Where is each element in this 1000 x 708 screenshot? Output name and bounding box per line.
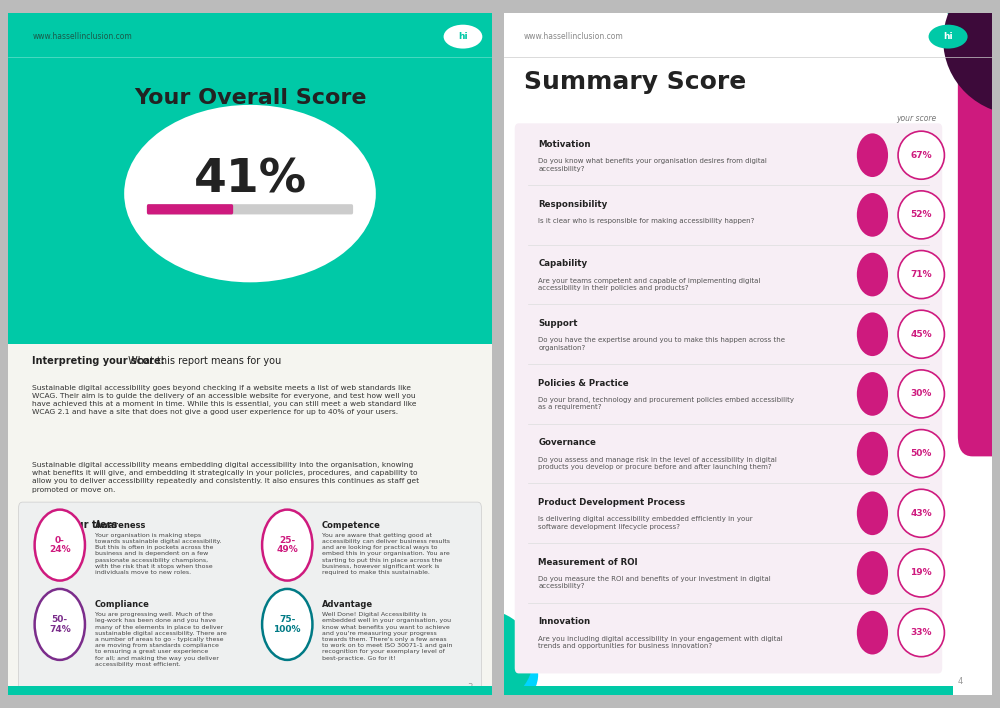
Circle shape	[262, 510, 312, 581]
Text: Innovation: Innovation	[538, 617, 590, 627]
Ellipse shape	[898, 609, 944, 657]
Text: The four tiers: The four tiers	[42, 520, 117, 530]
Text: Governance: Governance	[538, 438, 596, 447]
Text: Do you assess and manage risk in the level of accessibility in digital
products : Do you assess and manage risk in the lev…	[538, 457, 777, 470]
Text: You are aware that getting good at
accessibility can deliver business results
an: You are aware that getting good at acces…	[322, 533, 450, 575]
Text: www.hassellinclusion.com: www.hassellinclusion.com	[32, 32, 132, 41]
Text: Do you measure the ROI and benefits of your investment in digital
accessibility?: Do you measure the ROI and benefits of y…	[538, 576, 771, 590]
Text: 41%: 41%	[193, 157, 307, 202]
Ellipse shape	[460, 641, 538, 708]
FancyBboxPatch shape	[504, 13, 992, 695]
Text: Motivation: Motivation	[538, 140, 591, 149]
FancyBboxPatch shape	[515, 123, 942, 673]
Text: 67%: 67%	[910, 151, 932, 160]
Ellipse shape	[929, 25, 968, 49]
Text: Advantage: Advantage	[322, 600, 373, 609]
Circle shape	[857, 611, 888, 654]
Text: 0-
24%: 0- 24%	[49, 536, 71, 554]
Text: 25-
49%: 25- 49%	[276, 536, 298, 554]
Ellipse shape	[436, 610, 533, 705]
Circle shape	[857, 312, 888, 356]
Text: Is it clear who is responsible for making accessibility happen?: Is it clear who is responsible for makin…	[538, 218, 755, 224]
Text: Product Development Process: Product Development Process	[538, 498, 685, 507]
Circle shape	[857, 491, 888, 535]
Ellipse shape	[938, 0, 1000, 67]
Text: You are progressing well. Much of the
leg-work has been done and you have
many o: You are progressing well. Much of the le…	[95, 612, 226, 667]
FancyBboxPatch shape	[8, 344, 492, 695]
Text: Interpreting your score:: Interpreting your score:	[32, 356, 165, 366]
Text: your score: your score	[896, 114, 936, 123]
FancyBboxPatch shape	[8, 686, 492, 695]
Text: 75-
100%: 75- 100%	[274, 615, 301, 634]
Text: 33%: 33%	[910, 628, 932, 637]
Text: Do you have the expertise around you to make this happen across the
organisation: Do you have the expertise around you to …	[538, 337, 785, 350]
Circle shape	[857, 432, 888, 476]
Text: www.hassellinclusion.com: www.hassellinclusion.com	[524, 32, 623, 41]
Ellipse shape	[898, 549, 944, 597]
Text: hi: hi	[458, 32, 468, 41]
Circle shape	[35, 589, 85, 660]
Text: Awareness: Awareness	[95, 520, 146, 530]
Ellipse shape	[898, 489, 944, 537]
Text: Are you including digital accessibility in your engagement with digital
trends a: Are you including digital accessibility …	[538, 636, 783, 649]
Ellipse shape	[124, 105, 376, 282]
Text: Is delivering digital accessibility embedded efficiently in your
software develo: Is delivering digital accessibility embe…	[538, 516, 753, 530]
Text: 71%: 71%	[910, 270, 932, 279]
Circle shape	[35, 510, 85, 581]
Text: Sustainable digital accessibility means embedding digital accessibility into the: Sustainable digital accessibility means …	[32, 462, 419, 493]
Text: Responsibility: Responsibility	[538, 200, 607, 209]
FancyBboxPatch shape	[504, 686, 953, 695]
Text: 45%: 45%	[910, 330, 932, 338]
Text: Policies & Practice: Policies & Practice	[538, 379, 629, 388]
Ellipse shape	[943, 0, 1000, 115]
Ellipse shape	[898, 131, 944, 179]
Text: Well Done! Digital Accessibility is
embedded well in your organisation, you
know: Well Done! Digital Accessibility is embe…	[322, 612, 452, 661]
Text: 3: 3	[467, 683, 473, 692]
Text: 19%: 19%	[910, 569, 932, 578]
Text: Support: Support	[538, 319, 578, 328]
Text: 50%: 50%	[911, 449, 932, 458]
Text: Measurement of ROI: Measurement of ROI	[538, 558, 638, 566]
Text: 50-
74%: 50- 74%	[49, 615, 71, 634]
Circle shape	[857, 133, 888, 177]
Text: hi: hi	[943, 32, 953, 41]
Ellipse shape	[898, 370, 944, 418]
Text: Capability: Capability	[538, 259, 587, 268]
Text: Your Overall Score: Your Overall Score	[134, 88, 366, 108]
Circle shape	[857, 253, 888, 297]
FancyBboxPatch shape	[8, 13, 492, 695]
Ellipse shape	[898, 191, 944, 239]
FancyBboxPatch shape	[958, 60, 1000, 457]
Text: 4: 4	[957, 678, 963, 686]
Text: Competence: Competence	[322, 520, 381, 530]
Ellipse shape	[444, 25, 482, 49]
FancyBboxPatch shape	[147, 204, 233, 215]
Circle shape	[857, 551, 888, 595]
Circle shape	[262, 589, 312, 660]
Circle shape	[857, 372, 888, 416]
Text: 52%: 52%	[910, 210, 932, 219]
Text: 30%: 30%	[911, 389, 932, 399]
Text: What this report means for you: What this report means for you	[125, 356, 281, 366]
Text: Do your brand, technology and procurement policies embed accessibility
as a requ: Do your brand, technology and procuremen…	[538, 397, 794, 411]
FancyBboxPatch shape	[147, 204, 353, 215]
Ellipse shape	[898, 430, 944, 478]
Circle shape	[857, 193, 888, 236]
FancyBboxPatch shape	[19, 502, 481, 690]
Ellipse shape	[898, 310, 944, 358]
Text: Sustainable digital accessibility goes beyond checking if a website meets a list: Sustainable digital accessibility goes b…	[32, 384, 417, 416]
Text: Summary Score: Summary Score	[524, 70, 746, 94]
Text: Do you know what benefits your organisation desires from digital
accessibility?: Do you know what benefits your organisat…	[538, 158, 767, 171]
Text: Your organisation is making steps
towards sustainable digital accessibility.
But: Your organisation is making steps toward…	[95, 533, 221, 575]
Ellipse shape	[898, 251, 944, 299]
Text: 43%: 43%	[910, 509, 932, 518]
Text: Are your teams competent and capable of implementing digital
accessibility in th: Are your teams competent and capable of …	[538, 278, 761, 291]
Text: Compliance: Compliance	[95, 600, 150, 609]
